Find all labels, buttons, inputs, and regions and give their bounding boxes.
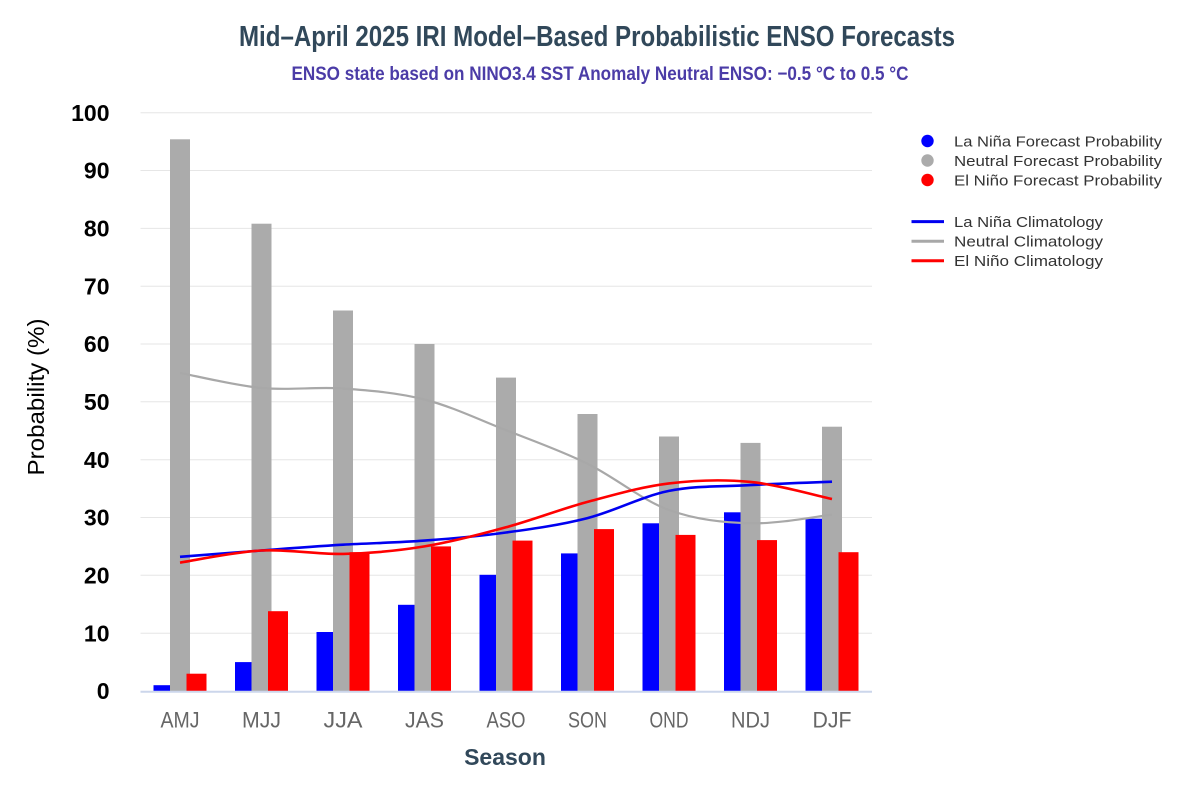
svg-text:DJF: DJF: [813, 708, 852, 733]
svg-text:80: 80: [84, 216, 110, 242]
svg-text:OND: OND: [650, 708, 689, 733]
svg-text:40: 40: [84, 447, 110, 473]
svg-text:JAS: JAS: [405, 708, 444, 733]
svg-text:La Niña Climatology: La Niña Climatology: [954, 214, 1104, 231]
svg-text:0: 0: [97, 678, 110, 704]
svg-text:70: 70: [84, 273, 110, 299]
svg-text:ASO: ASO: [487, 708, 526, 733]
svg-text:MJJ: MJJ: [242, 708, 281, 733]
svg-text:ENSO state based on NINO3.4 SS: ENSO state based on NINO3.4 SST Anomaly …: [292, 64, 909, 85]
svg-text:Neutral Forecast Probability: Neutral Forecast Probability: [954, 153, 1163, 170]
svg-text:100: 100: [71, 100, 109, 126]
svg-text:La Niña Forecast Probability: La Niña Forecast Probability: [954, 133, 1163, 150]
svg-text:Mid–April 2025 IRI Model–Based: Mid–April 2025 IRI Model–Based Probabili…: [239, 21, 955, 53]
svg-text:60: 60: [84, 331, 110, 357]
svg-text:Season: Season: [464, 744, 546, 770]
svg-text:10: 10: [84, 620, 110, 646]
svg-text:30: 30: [84, 505, 110, 531]
svg-text:90: 90: [84, 158, 110, 184]
svg-text:AMJ: AMJ: [161, 708, 200, 733]
svg-text:El Niño Climatology: El Niño Climatology: [954, 253, 1104, 270]
svg-text:SON: SON: [568, 708, 607, 733]
svg-text:JJA: JJA: [324, 708, 363, 733]
svg-text:Neutral Climatology: Neutral Climatology: [954, 234, 1104, 251]
svg-text:Probability (%): Probability (%): [23, 319, 49, 476]
svg-text:20: 20: [84, 563, 110, 589]
svg-text:50: 50: [84, 389, 110, 415]
svg-text:El Niño Forecast Probability: El Niño Forecast Probability: [954, 172, 1163, 189]
svg-text:NDJ: NDJ: [731, 708, 770, 733]
